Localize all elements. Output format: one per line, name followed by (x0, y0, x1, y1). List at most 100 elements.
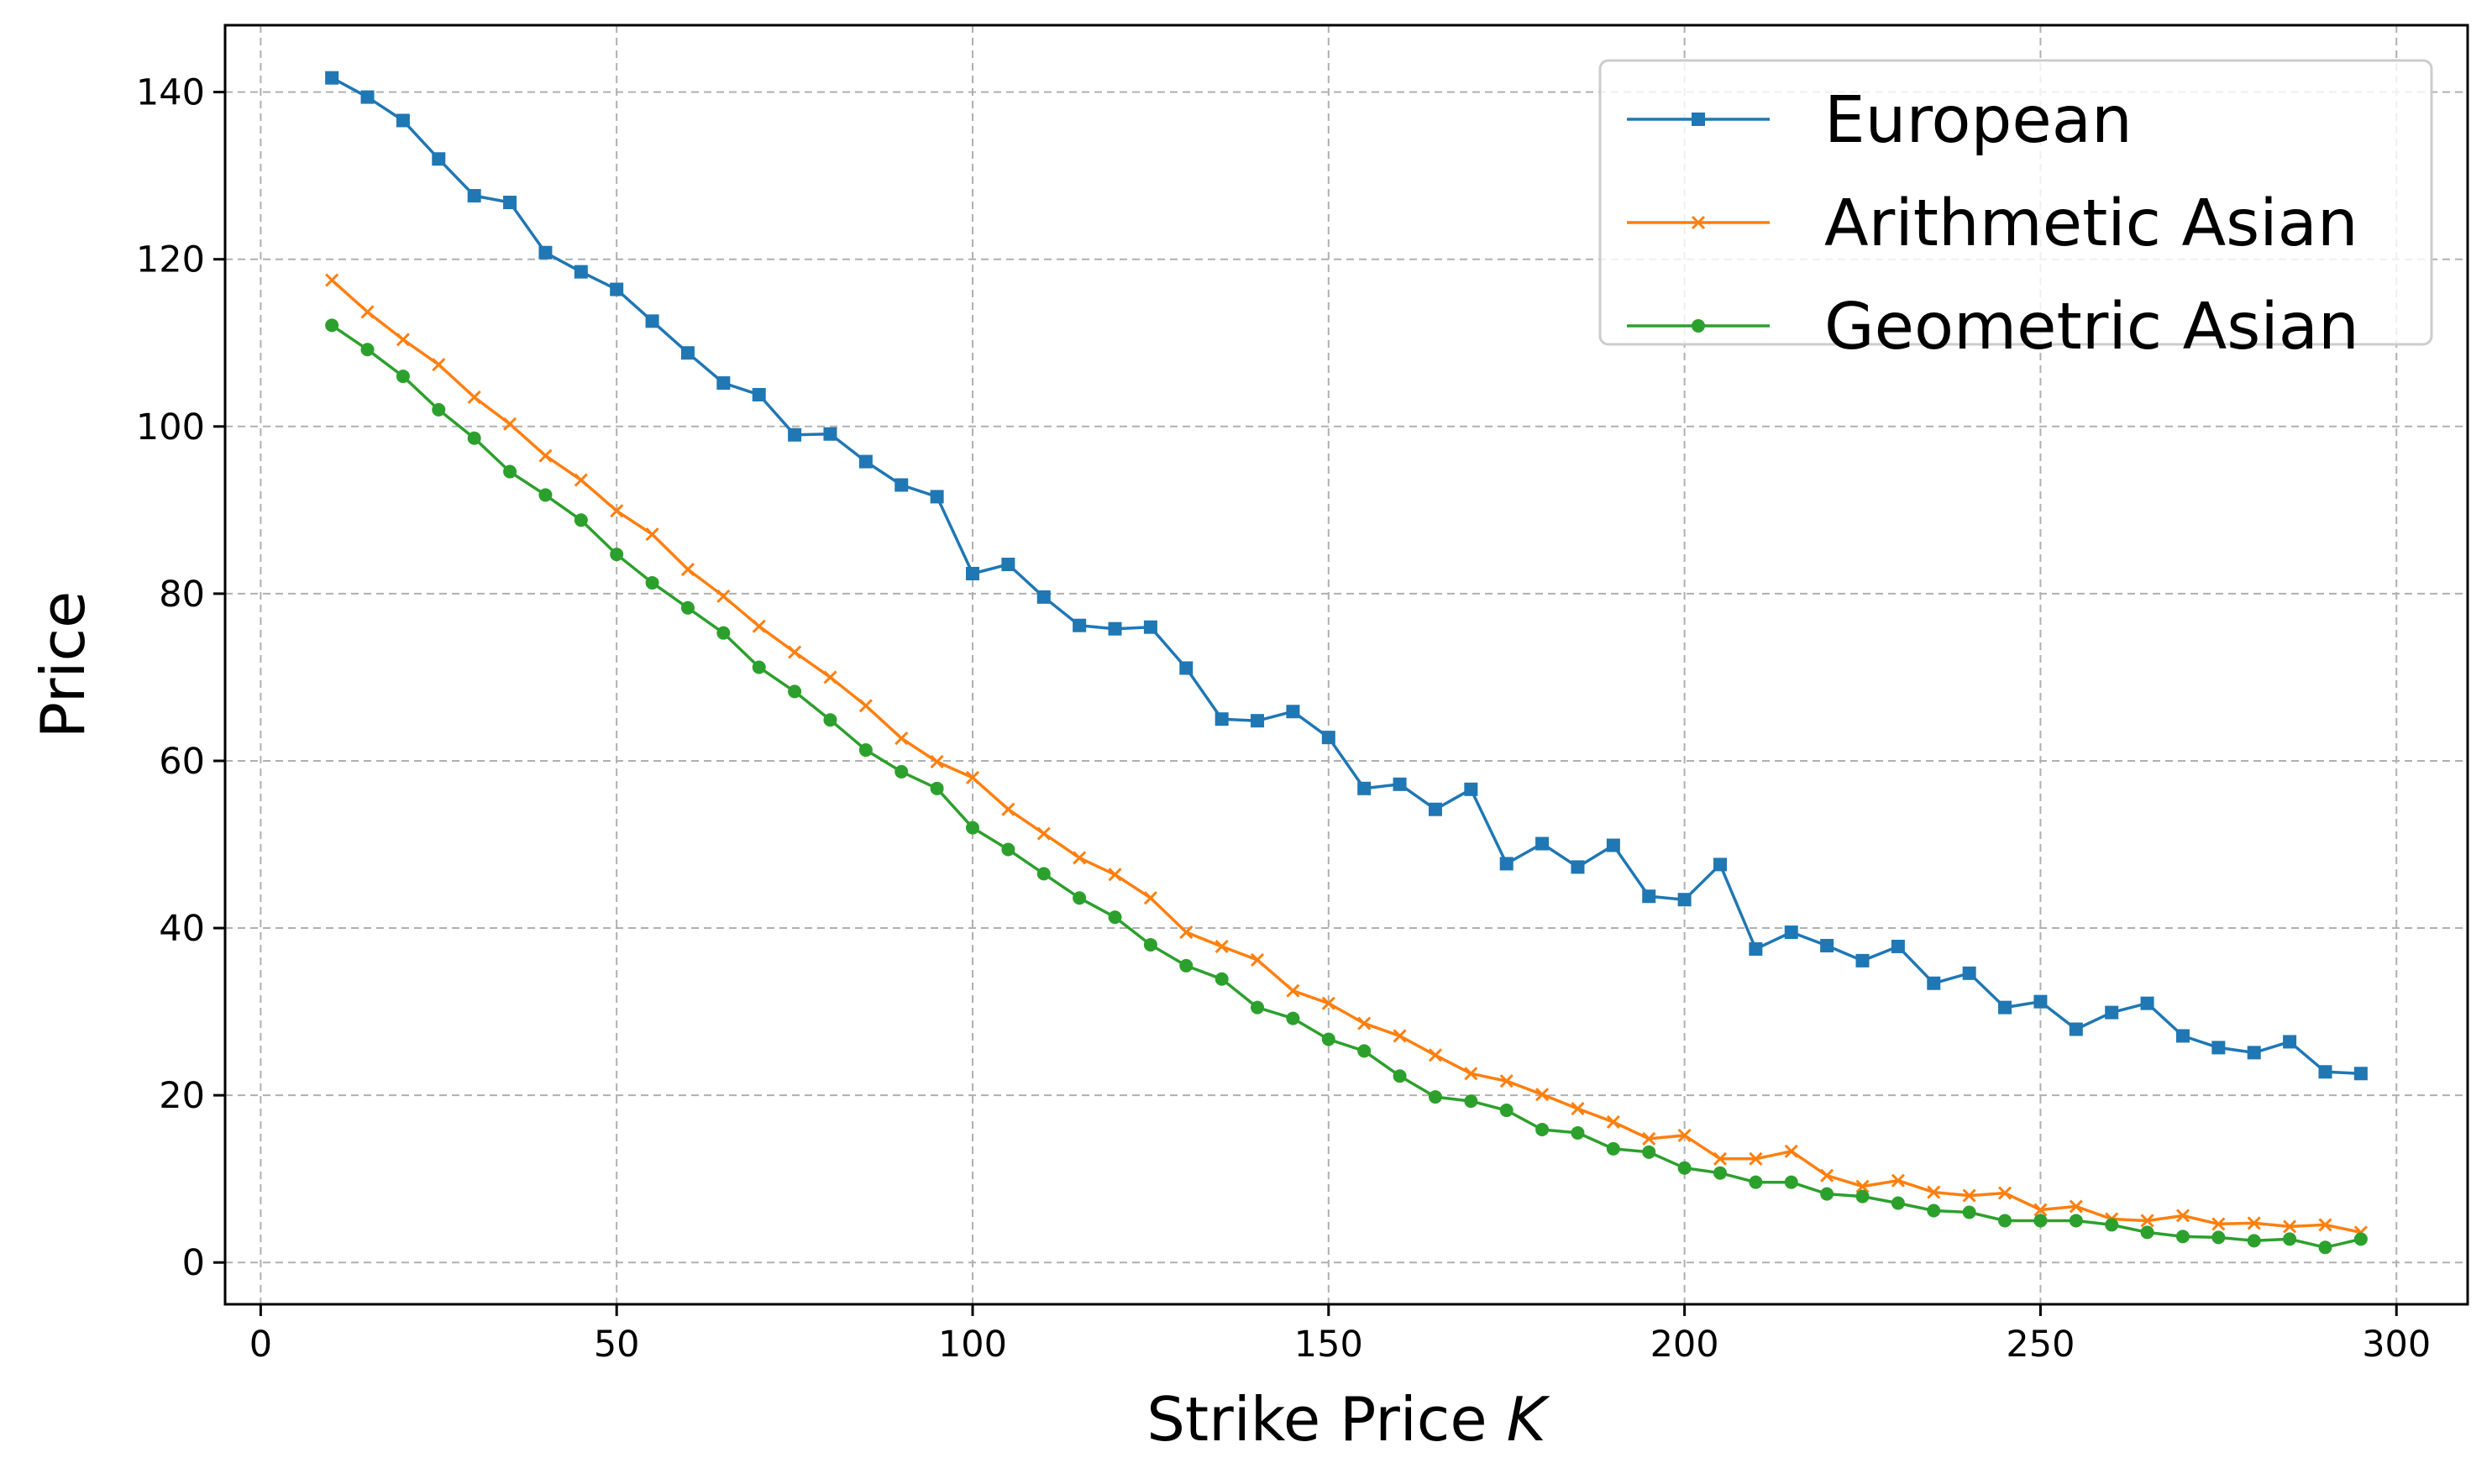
y-axis-label: Price (28, 591, 98, 739)
data-point-arithmetic-asian (432, 358, 446, 372)
data-point-arithmetic-asian (1215, 939, 1229, 954)
data-point-geometric-asian (396, 370, 410, 384)
data-point-geometric-asian (1535, 1122, 1550, 1136)
data-point-arithmetic-asian (1321, 996, 1335, 1010)
data-point-geometric-asian (2069, 1214, 2083, 1228)
data-point-geometric-asian (1073, 891, 1087, 905)
data-point-arithmetic-asian (502, 417, 517, 431)
data-point-european (894, 478, 909, 492)
data-point-geometric-asian (1571, 1125, 1585, 1140)
data-point-geometric-asian (1001, 842, 1015, 857)
data-point-geometric-asian (2283, 1232, 2297, 1246)
y-tick-label: 0 (182, 1242, 205, 1284)
data-point-european (325, 71, 339, 85)
data-point-geometric-asian (2033, 1214, 2048, 1228)
data-point-arithmetic-asian (2069, 1199, 2083, 1214)
data-point-european (1108, 621, 1122, 636)
y-tick-label: 140 (136, 72, 205, 114)
data-point-arithmetic-asian (823, 670, 837, 684)
data-point-arithmetic-asian (1286, 983, 1300, 998)
data-point-arithmetic-asian (1143, 891, 1157, 905)
data-point-geometric-asian (1606, 1141, 1620, 1156)
data-point-arithmetic-asian (1001, 802, 1015, 816)
data-point-geometric-asian (823, 713, 837, 727)
data-point-european (538, 245, 553, 260)
data-point-arithmetic-asian (538, 448, 553, 463)
data-point-geometric-asian (2140, 1225, 2154, 1240)
data-point-european (1321, 731, 1335, 745)
data-point-geometric-asian (2211, 1230, 2226, 1245)
data-point-european (1357, 781, 1372, 795)
data-point-geometric-asian (1677, 1161, 1692, 1175)
data-point-european (1891, 939, 1905, 953)
data-point-european (2283, 1035, 2297, 1049)
legend-label-geometric-asian: Geometric Asian (1824, 290, 2359, 364)
data-point-arithmetic-asian (360, 305, 375, 319)
data-point-geometric-asian (1998, 1214, 2012, 1228)
data-point-arithmetic-asian (1642, 1131, 1656, 1146)
data-point-arithmetic-asian (1606, 1114, 1620, 1130)
data-point-european (1215, 712, 1229, 726)
data-point-arithmetic-asian (788, 645, 802, 659)
data-point-european (467, 189, 481, 203)
data-point-geometric-asian (1286, 1011, 1300, 1025)
data-point-geometric-asian (610, 548, 624, 562)
data-point-arithmetic-asian (930, 754, 944, 769)
data-point-arithmetic-asian (1535, 1088, 1550, 1102)
data-point-european (2318, 1065, 2332, 1079)
data-point-european (1713, 857, 1727, 872)
data-point-geometric-asian (1784, 1175, 1798, 1189)
y-tick-label: 40 (159, 908, 205, 950)
data-point-geometric-asian (1215, 972, 1229, 986)
data-point-arithmetic-asian (1962, 1188, 1976, 1203)
data-point-arithmetic-asian (894, 732, 909, 746)
data-point-arithmetic-asian (396, 333, 410, 347)
data-point-arithmetic-asian (1997, 1186, 2012, 1200)
data-point-arithmetic-asian (1891, 1173, 1905, 1188)
data-point-geometric-asian (1179, 958, 1194, 973)
data-point-geometric-asian (858, 743, 873, 758)
data-point-european (1286, 705, 1300, 719)
data-point-geometric-asian (1108, 910, 1122, 925)
data-point-geometric-asian (2105, 1218, 2119, 1232)
data-point-geometric-asian (1962, 1205, 1976, 1219)
data-point-arithmetic-asian (610, 504, 624, 518)
y-tick-label: 60 (159, 741, 205, 783)
data-point-european (1499, 857, 1514, 871)
data-point-european (1393, 777, 1407, 791)
data-point-european (1677, 893, 1692, 907)
data-point-european (1143, 620, 1157, 634)
data-point-geometric-asian (360, 343, 375, 357)
data-point-arithmetic-asian (1357, 1016, 1372, 1030)
series-geometric-asian (325, 318, 2368, 1255)
data-point-arithmetic-asian (1428, 1048, 1443, 1062)
data-point-geometric-asian (1927, 1203, 1941, 1218)
y-tick-label: 100 (136, 406, 205, 448)
data-point-european (1962, 966, 1976, 980)
data-point-european (1036, 590, 1051, 604)
legend: European Arithmetic Asian Geometric Asian (1598, 59, 2433, 364)
data-point-arithmetic-asian (1179, 925, 1194, 940)
data-point-arithmetic-asian (1073, 851, 1087, 865)
data-point-european (645, 314, 659, 328)
data-point-european (2211, 1041, 2226, 1055)
data-point-european (503, 196, 517, 210)
data-point-geometric-asian (2247, 1234, 2261, 1248)
data-point-geometric-asian (1393, 1069, 1407, 1083)
data-point-european (1001, 558, 1015, 572)
data-point-geometric-asian (538, 488, 553, 502)
legend-item-european: European (1627, 83, 2133, 158)
x-tick-label: 50 (594, 1324, 640, 1366)
series-arithmetic-asian (325, 273, 2368, 1240)
data-point-geometric-asian (1036, 867, 1051, 881)
data-point-european (1642, 889, 1656, 904)
data-point-european (1535, 836, 1550, 851)
legend-label-arithmetic-asian: Arithmetic Asian (1824, 186, 2358, 261)
data-point-european (930, 490, 944, 504)
data-point-european (1855, 953, 1870, 967)
legend-item-geometric-asian: Geometric Asian (1627, 290, 2359, 364)
data-point-european (2069, 1022, 2083, 1036)
legend-box (1598, 59, 2433, 346)
data-point-arithmetic-asian (2283, 1219, 2297, 1234)
